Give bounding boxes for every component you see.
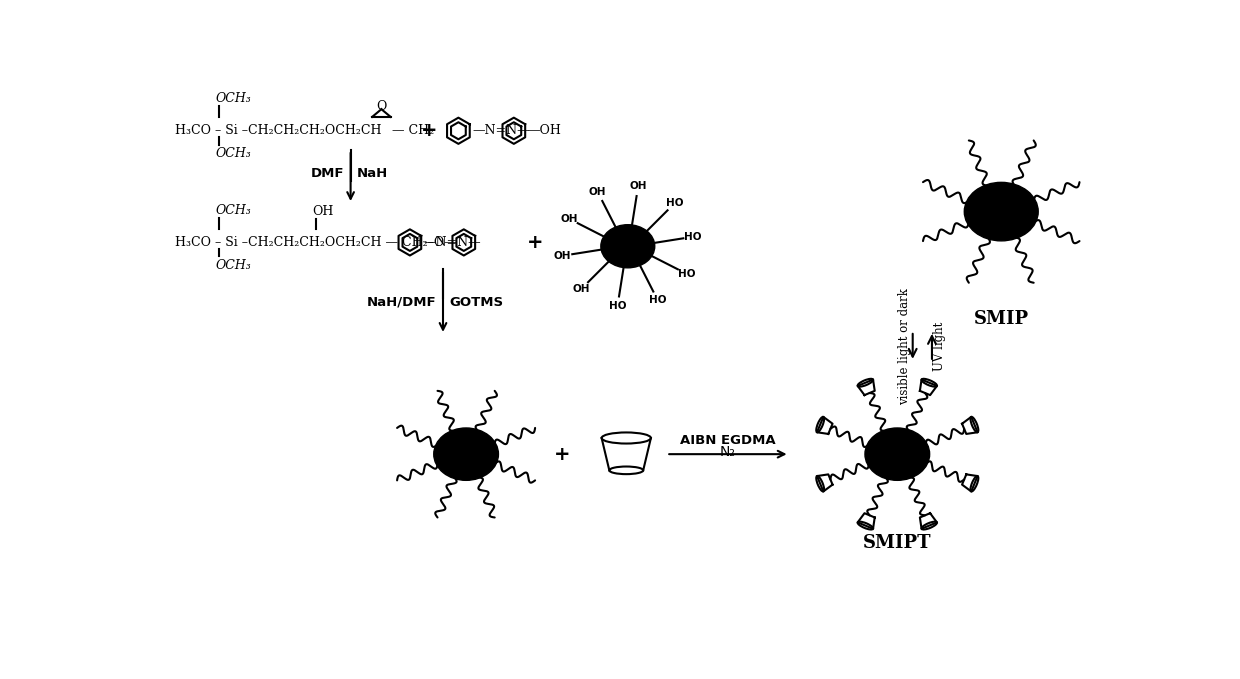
Text: H₃CO – Si –CH₂CH₂CH₂OCH₂CH: H₃CO – Si –CH₂CH₂CH₂OCH₂CH (175, 124, 382, 137)
Text: O: O (376, 100, 387, 113)
Ellipse shape (601, 225, 655, 268)
Text: OH: OH (553, 251, 572, 261)
Ellipse shape (866, 428, 930, 480)
Text: OH: OH (312, 205, 334, 218)
Text: NaH/DMF: NaH/DMF (367, 295, 436, 308)
Ellipse shape (434, 428, 498, 480)
Text: HO: HO (649, 295, 667, 306)
Text: DMF: DMF (311, 166, 345, 180)
Text: HO: HO (666, 198, 683, 208)
Ellipse shape (965, 183, 1038, 241)
Text: —N=N—: —N=N— (472, 124, 529, 137)
Text: +: + (420, 122, 438, 141)
Text: —OH: —OH (528, 124, 562, 137)
Text: — CH₂: — CH₂ (392, 124, 434, 137)
Text: NaH: NaH (357, 166, 388, 180)
Text: OH: OH (572, 285, 590, 294)
Text: SMIP: SMIP (973, 310, 1029, 329)
Text: N₂: N₂ (720, 445, 735, 459)
Text: OH: OH (589, 187, 606, 197)
Text: +: + (554, 445, 570, 464)
Text: HO: HO (609, 301, 626, 312)
Text: UV light: UV light (934, 322, 946, 371)
Text: OCH₃: OCH₃ (215, 147, 250, 160)
Text: OCH₃: OCH₃ (215, 259, 250, 272)
Text: HO: HO (684, 232, 702, 242)
Text: +: + (527, 233, 543, 252)
Text: SMIPT: SMIPT (863, 534, 931, 552)
Text: visible light or dark: visible light or dark (899, 288, 911, 405)
Text: —N=N—: —N=N— (424, 236, 481, 249)
Text: OCH₃: OCH₃ (215, 92, 250, 105)
Text: OCH₃: OCH₃ (215, 204, 250, 217)
Text: AIBN EGDMA: AIBN EGDMA (680, 434, 776, 447)
Text: HO: HO (678, 269, 696, 279)
Text: H₃CO – Si –CH₂CH₂CH₂OCH₂CH — CH₂–O—: H₃CO – Si –CH₂CH₂CH₂OCH₂CH — CH₂–O— (175, 236, 456, 249)
Text: OH: OH (560, 214, 578, 223)
Text: OH: OH (630, 181, 647, 191)
Text: GOTMS: GOTMS (449, 295, 503, 308)
